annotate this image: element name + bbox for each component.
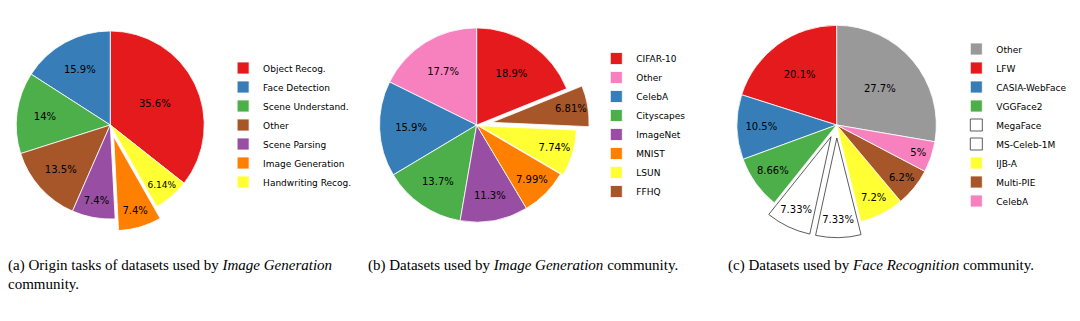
svg-text:6.81%: 6.81%	[555, 103, 587, 114]
svg-text:7.4%: 7.4%	[84, 195, 109, 206]
svg-text:5%: 5%	[910, 147, 926, 158]
svg-text:Scene Parsing: Scene Parsing	[263, 140, 326, 150]
svg-text:6.14%: 6.14%	[147, 180, 176, 190]
svg-text:CelebA: CelebA	[636, 92, 669, 102]
svg-text:8.66%: 8.66%	[757, 165, 789, 176]
html-text:(b) Datasets used by Image Gen: (b) Datasets used by Image Generation co…	[368, 257, 679, 273]
html-text:(c) Datasets used by Face Reco: (c) Datasets used by Face Recognition co…	[728, 257, 1034, 273]
svg-text:Object Recog.: Object Recog.	[263, 64, 326, 74]
svg-text:Other: Other	[263, 121, 289, 131]
svg-text:7.74%: 7.74%	[539, 142, 571, 153]
svg-text:13.5%: 13.5%	[45, 164, 77, 175]
svg-text:13.7%: 13.7%	[422, 176, 454, 187]
svg-text:Handwriting Recog.: Handwriting Recog.	[263, 178, 351, 188]
svg-text:15.9%: 15.9%	[395, 122, 427, 133]
svg-text:7.2%: 7.2%	[861, 192, 886, 203]
svg-text:7.4%: 7.4%	[122, 205, 147, 216]
svg-text:Image Generation: Image Generation	[263, 159, 344, 169]
svg-text:MS-Celeb-1M: MS-Celeb-1M	[996, 140, 1055, 150]
svg-text:Multi-PIE: Multi-PIE	[996, 178, 1035, 188]
svg-text:6.2%: 6.2%	[889, 172, 914, 183]
svg-text:15.9%: 15.9%	[64, 64, 96, 75]
svg-text:VGGFace2: VGGFace2	[996, 102, 1042, 112]
svg-text:MegaFace: MegaFace	[996, 121, 1041, 131]
svg-text:FFHQ: FFHQ	[636, 187, 660, 197]
svg-text:ImageNet: ImageNet	[636, 130, 680, 140]
html-text:(a) Origin tasks of datasets u: (a) Origin tasks of datasets used by Ima…	[8, 257, 333, 273]
html-text:community.: community.	[8, 276, 80, 292]
svg-text:CelebA: CelebA	[996, 197, 1029, 207]
svg-text:17.7%: 17.7%	[427, 66, 459, 77]
svg-text:IJB-A: IJB-A	[996, 159, 1018, 169]
svg-text:Face Detection: Face Detection	[263, 83, 330, 93]
svg-text:Other: Other	[996, 45, 1022, 55]
svg-text:Cityscapes: Cityscapes	[636, 111, 685, 121]
svg-text:CIFAR-10: CIFAR-10	[636, 54, 676, 64]
svg-text:27.7%: 27.7%	[864, 83, 896, 94]
svg-text:10.5%: 10.5%	[745, 121, 777, 132]
svg-text:20.1%: 20.1%	[784, 69, 816, 80]
svg-text:Other: Other	[636, 73, 662, 83]
svg-text:14%: 14%	[34, 111, 56, 122]
svg-text:LFW: LFW	[996, 64, 1015, 74]
svg-text:35.6%: 35.6%	[139, 98, 171, 109]
svg-text:LSUN: LSUN	[636, 168, 660, 178]
svg-text:MNIST: MNIST	[636, 149, 665, 159]
svg-text:7.33%: 7.33%	[822, 214, 854, 225]
svg-text:7.33%: 7.33%	[780, 204, 812, 215]
svg-text:11.3%: 11.3%	[474, 190, 506, 201]
svg-text:CASIA-WebFace: CASIA-WebFace	[996, 83, 1066, 93]
svg-text:Scene Understand.: Scene Understand.	[263, 102, 349, 112]
svg-text:7.99%: 7.99%	[516, 174, 548, 185]
svg-text:18.9%: 18.9%	[496, 68, 528, 79]
